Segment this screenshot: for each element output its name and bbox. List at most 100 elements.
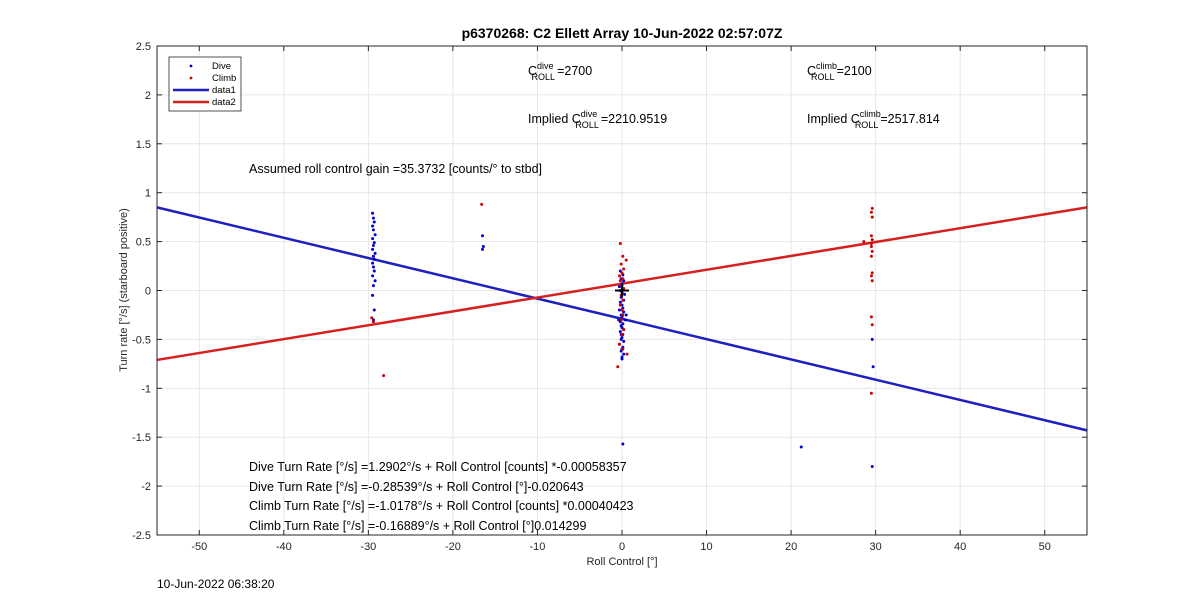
y-tick-label: 0.5 (136, 237, 151, 249)
point-climb (869, 210, 873, 214)
point-dive (622, 339, 626, 343)
legend-label-climb: Climb (212, 73, 236, 84)
point-climb (621, 298, 625, 302)
y-tick-label: 0 (145, 286, 151, 298)
legend-label-data2: data2 (212, 97, 236, 108)
c-climb-annotation: Cclimb ROLL =2100 (807, 61, 872, 82)
point-climb (869, 391, 873, 395)
point-dive (617, 308, 621, 312)
fit-equation-1: Dive Turn Rate [°/s] =1.2902°/s + Roll C… (249, 460, 627, 474)
point-climb (625, 352, 629, 356)
point-dive (371, 254, 375, 258)
point-dive (372, 241, 376, 245)
point-dive (619, 349, 623, 353)
timestamp: 10-Jun-2022 06:38:20 (157, 577, 275, 591)
legend: Dive Climb data1 data2 (168, 56, 242, 112)
point-climb (480, 202, 484, 206)
point-dive (870, 465, 874, 469)
point-dive (372, 269, 376, 273)
data-points (370, 202, 875, 469)
point-climb (618, 279, 622, 283)
point-dive (371, 244, 375, 248)
point-climb (382, 374, 386, 378)
x-tick-label: -10 (530, 541, 546, 553)
y-tick-label: 1 (145, 188, 151, 200)
point-dive (624, 313, 628, 317)
point-climb (622, 267, 626, 271)
x-tick-label: -30 (360, 541, 376, 553)
y-tick-label: -1 (141, 383, 151, 395)
point-climb (617, 342, 621, 346)
point-climb (621, 313, 625, 317)
x-tick-label: 30 (870, 541, 882, 553)
point-climb (869, 234, 873, 238)
y-tick-label: -0.5 (132, 334, 151, 346)
point-dive (623, 318, 627, 322)
x-tick-label: 50 (1039, 541, 1051, 553)
point-dive (372, 308, 376, 312)
point-climb (862, 240, 866, 244)
point-climb (620, 333, 624, 337)
point-dive (371, 224, 375, 228)
c-dive-sup: dive (537, 61, 554, 71)
c-dive-value: =2700 (557, 64, 592, 78)
point-climb (620, 308, 624, 312)
legend-marker-climb (189, 76, 193, 80)
point-dive (799, 445, 803, 449)
point-dive (481, 234, 484, 238)
y-tick-label: 1.5 (136, 139, 151, 151)
x-tick-label: -50 (191, 541, 207, 553)
point-climb (869, 274, 873, 278)
y-tick-label: 2.5 (136, 41, 151, 53)
implied-climb-sup: climb (860, 109, 881, 119)
point-dive (481, 244, 485, 248)
implied-dive-value: =2210.9519 (601, 112, 667, 126)
point-climb (870, 279, 874, 283)
point-dive (481, 247, 484, 251)
x-tick-label: 10 (700, 541, 712, 553)
point-dive (617, 318, 621, 322)
gain-annotation: Assumed roll control gain =35.3732 [coun… (249, 162, 542, 176)
point-dive (373, 233, 377, 237)
c-climb-sub: ROLL (811, 72, 835, 82)
implied-dive-prefix: Implied C (528, 112, 581, 126)
point-dive (371, 284, 375, 288)
point-climb (620, 271, 624, 275)
implied-climb-prefix: Implied C (807, 112, 860, 126)
point-climb (621, 277, 625, 281)
point-dive (621, 322, 625, 326)
origin-marker (615, 283, 629, 298)
c-climb-base: C (807, 64, 816, 78)
implied-climb-annotation: Implied Cclimb ROLL =2517.814 (807, 109, 940, 130)
x-tick-label: 0 (619, 541, 625, 553)
y-tick-label: -1.5 (132, 432, 151, 444)
point-climb (624, 258, 628, 262)
implied-climb-sub: ROLL (855, 120, 879, 130)
c-dive-sub: ROLL (532, 72, 556, 82)
point-climb (618, 303, 622, 307)
ticks: -50 -40 -30 -20 -10 0 10 20 30 40 50-2.5-2-1.5-1-0… (132, 41, 1087, 553)
point-dive (617, 285, 621, 289)
legend-marker-dive (189, 64, 193, 68)
point-dive (371, 237, 375, 241)
point-dive (372, 257, 376, 261)
point-climb (616, 365, 620, 369)
c-dive-base: C (528, 64, 537, 78)
point-climb (870, 206, 874, 210)
x-axis-label: Roll Control [°] (586, 556, 657, 568)
point-climb (870, 323, 874, 327)
point-climb (621, 254, 625, 258)
point-climb (869, 242, 873, 246)
fit-equation-4: Climb Turn Rate [°/s] =-0.16889°/s + Rol… (249, 519, 586, 533)
point-dive (371, 247, 375, 251)
point-dive (620, 357, 624, 361)
point-dive (371, 216, 375, 220)
point-dive (623, 292, 627, 296)
point-climb (870, 238, 874, 242)
point-dive (622, 310, 626, 314)
point-dive (618, 300, 622, 304)
chart-title: p6370268: C2 Ellett Array 10-Jun-2022 02… (462, 25, 783, 41)
point-climb (869, 254, 873, 258)
point-climb (617, 274, 621, 278)
